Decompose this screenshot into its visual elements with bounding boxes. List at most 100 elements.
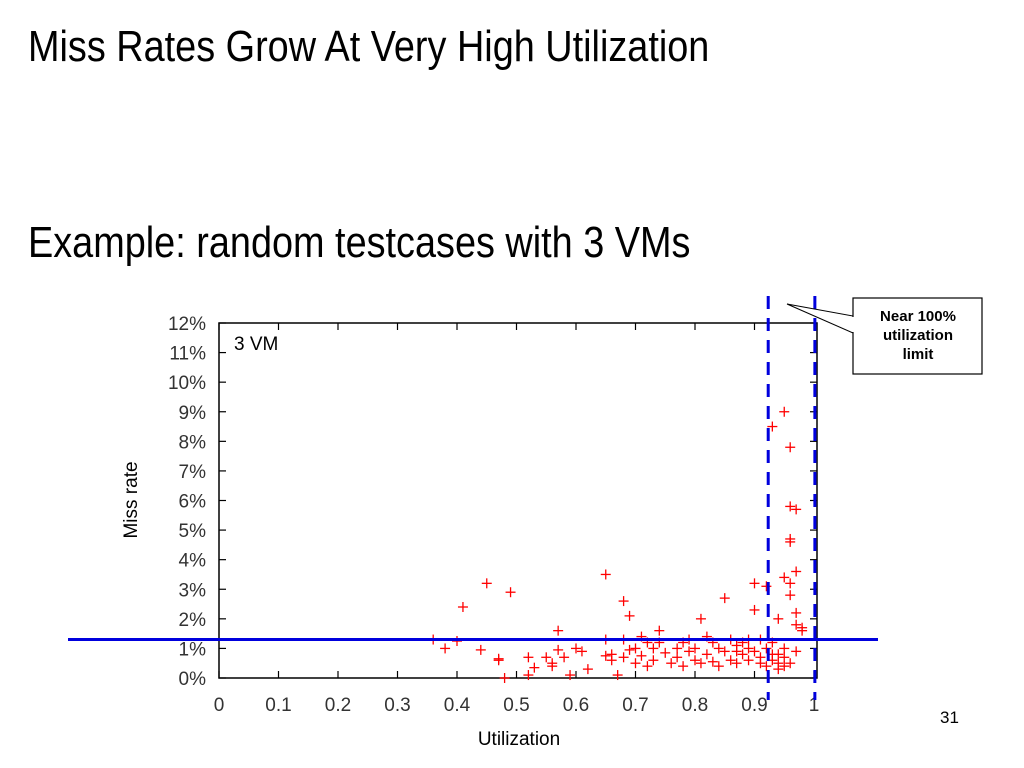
x-tick-label: 0.4: [444, 695, 471, 716]
data-point: [695, 613, 706, 624]
data-point: [642, 661, 653, 672]
data-point: [523, 652, 534, 663]
data-point: [624, 610, 635, 621]
y-tick-label: 7%: [179, 462, 207, 483]
page-number: 31: [940, 708, 959, 727]
data-point: [582, 664, 593, 675]
plot-frame: [218, 322, 818, 679]
data-point: [505, 587, 516, 598]
data-point: [761, 643, 772, 654]
data-point: [618, 652, 629, 663]
y-tick-label: 3%: [179, 580, 207, 601]
data-point: [737, 649, 748, 660]
data-point: [743, 655, 754, 666]
data-point: [630, 658, 641, 669]
data-point: [791, 619, 802, 630]
data-point: [547, 658, 558, 669]
data-point: [559, 652, 570, 663]
slide-subtitle: Example: random testcases with 3 VMs: [28, 218, 691, 267]
data-point: [541, 652, 552, 663]
y-axis-ticks: 0% 1% 2% 3% 4% 5% 6% 7% 8% 9% 10% 11% 12%: [168, 314, 817, 690]
data-point: [624, 644, 635, 655]
data-point: [713, 661, 724, 672]
y-tick-label: 0%: [179, 669, 207, 690]
y-tick-label: 11%: [169, 344, 206, 365]
data-point: [672, 652, 683, 663]
x-tick-label: 0: [214, 695, 225, 716]
data-point: [600, 650, 611, 661]
data-point: [779, 643, 790, 654]
data-point: [779, 572, 790, 583]
data-point: [636, 650, 647, 661]
data-point: [779, 661, 790, 672]
data-point: [725, 655, 736, 666]
x-tick-label: 0.7: [622, 695, 648, 716]
data-point: [695, 658, 706, 669]
data-point: [749, 646, 760, 657]
data-point: [666, 658, 677, 669]
callout-line-3: limit: [902, 346, 934, 363]
data-point: [761, 661, 772, 672]
data-point: [553, 644, 564, 655]
data-point: [630, 643, 641, 654]
data-point: [529, 662, 540, 673]
y-tick-label: 10%: [168, 373, 206, 394]
x-tick-label: 0.5: [503, 695, 529, 716]
data-point: [713, 643, 724, 654]
callout-box: [852, 297, 983, 375]
callout-pointer: [786, 303, 854, 334]
data-point: [612, 670, 623, 681]
data-point: [440, 643, 451, 654]
data-point: [475, 644, 486, 655]
slide-title: Miss Rates Grow At Very High Utilization: [28, 22, 710, 71]
data-point: [648, 643, 659, 654]
data-point: [684, 646, 695, 657]
data-point: [791, 607, 802, 618]
data-point: [553, 625, 564, 636]
x-axis-ticks: 0 0.1 0.2 0.3 0.4 0.5 0.6 0.7 0.8 0.9 1: [214, 323, 819, 716]
data-point: [731, 658, 742, 669]
data-point: [761, 581, 772, 592]
data-point: [785, 442, 796, 453]
data-point: [779, 406, 790, 417]
data-point: [565, 670, 576, 681]
y-tick-label: 4%: [179, 551, 207, 572]
utilization-limit-lines: [766, 296, 817, 700]
callout-line-2: utilization: [883, 327, 953, 344]
chart-annotation: 3 VM: [234, 334, 278, 355]
data-point: [606, 649, 617, 660]
data-point: [731, 646, 742, 657]
data-point: [791, 504, 802, 515]
data-point: [791, 646, 802, 657]
data-point: [755, 658, 766, 669]
y-tick-label: 9%: [179, 403, 207, 424]
data-point: [779, 652, 790, 663]
callout-text: Near 100% utilization limit: [854, 307, 982, 364]
y-tick-label: 6%: [179, 492, 207, 513]
data-point: [571, 643, 581, 654]
data-point: [672, 643, 683, 654]
x-tick-label: 0.9: [741, 695, 767, 716]
data-point: [481, 578, 492, 589]
y-axis-label: Miss rate: [121, 461, 142, 538]
callout-line-1: Near 100%: [880, 308, 956, 325]
data-point: [648, 655, 659, 666]
data-point: [660, 647, 671, 658]
data-point: [749, 578, 760, 589]
y-tick-label: 8%: [179, 432, 207, 453]
x-tick-label: 0.3: [384, 695, 410, 716]
data-point: [499, 673, 510, 683]
data-point: [785, 658, 796, 669]
data-point: [618, 596, 629, 607]
data-point: [719, 646, 730, 657]
data-point: [767, 421, 778, 432]
data-point: [791, 566, 802, 577]
y-tick-label: 1%: [179, 639, 207, 660]
x-tick-label: 0.8: [682, 695, 708, 716]
data-point: [457, 602, 468, 612]
data-point: [785, 501, 796, 512]
x-tick-label: 0.2: [325, 695, 351, 716]
data-point: [785, 578, 796, 589]
data-point: [797, 625, 808, 636]
